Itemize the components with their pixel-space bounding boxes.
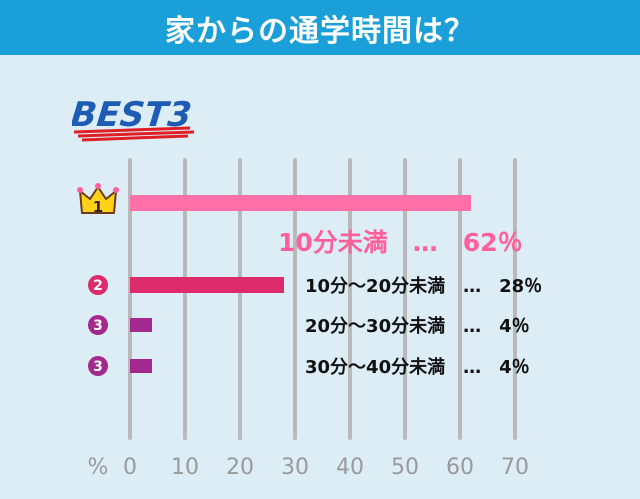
rank-badge — [88, 315, 108, 335]
bar — [130, 359, 152, 373]
rank-badge — [88, 275, 108, 295]
x-tick-label: 60 — [446, 455, 474, 480]
title-bar: 家からの通学時間は？ — [0, 0, 640, 55]
x-axis-label: % — [88, 455, 109, 480]
x-tick-label: 40 — [336, 455, 364, 480]
crown-jewel — [77, 187, 83, 193]
bar — [130, 195, 471, 211]
bar — [130, 277, 284, 293]
x-tick-label: 0 — [123, 455, 137, 480]
bar — [130, 318, 152, 332]
x-tick-label: 10 — [171, 455, 199, 480]
crown-jewel — [113, 187, 119, 193]
best3-underline — [73, 126, 195, 142]
x-tick-label: 30 — [281, 455, 309, 480]
rank-number: 2 — [93, 278, 103, 294]
x-tick-label: 70 — [501, 455, 529, 480]
data-label-rank-1: 10分未満 … 62％ — [278, 228, 523, 257]
rank-number: 3 — [93, 318, 103, 334]
rank-number: 3 — [93, 359, 103, 375]
data-label: 30分～40分未満 … 4％ — [305, 356, 530, 378]
data-label: 10分～20分未満 … 28％ — [305, 275, 542, 297]
rank-badge — [88, 356, 108, 376]
rank-1-number: 1 — [93, 198, 103, 216]
best3-badge: BEST3 — [72, 95, 195, 142]
data-label: 20分～30分未満 … 4％ — [305, 315, 530, 337]
x-tick-label: 50 — [391, 455, 419, 480]
x-tick-label: 20 — [226, 455, 254, 480]
chart-title: 家からの通学時間は？ — [165, 13, 475, 49]
crown-jewel — [95, 183, 101, 189]
